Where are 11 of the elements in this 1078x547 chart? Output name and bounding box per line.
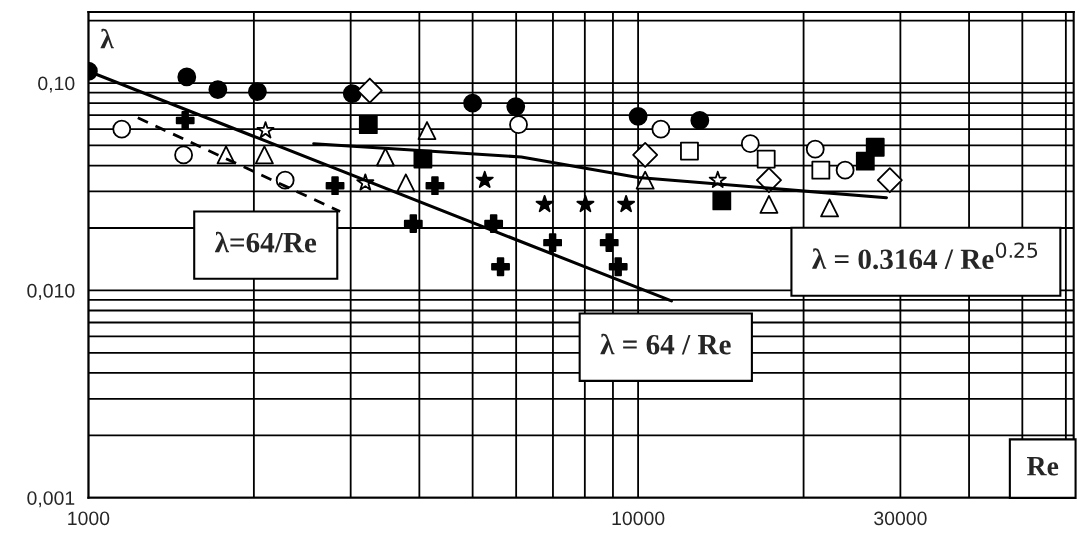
annotation: λ=64/Re [214,231,317,253]
x-axis-title: Re [1026,457,1059,476]
y-axis-title: λ [100,28,114,49]
y-tick-label: 0,10 [38,76,75,93]
annotation: λ = 64 / Re [600,333,731,355]
x-tick-label: 1000 [68,511,110,526]
y-tick-label: 0,010 [27,283,75,300]
x-tick-label: 30000 [874,511,927,526]
annotation: λ = 0.3164 / Re$^{0.25}$ [812,242,1038,270]
x-tick-label: 10000 [612,511,665,526]
y-tick-label: 0,001 [27,491,75,508]
